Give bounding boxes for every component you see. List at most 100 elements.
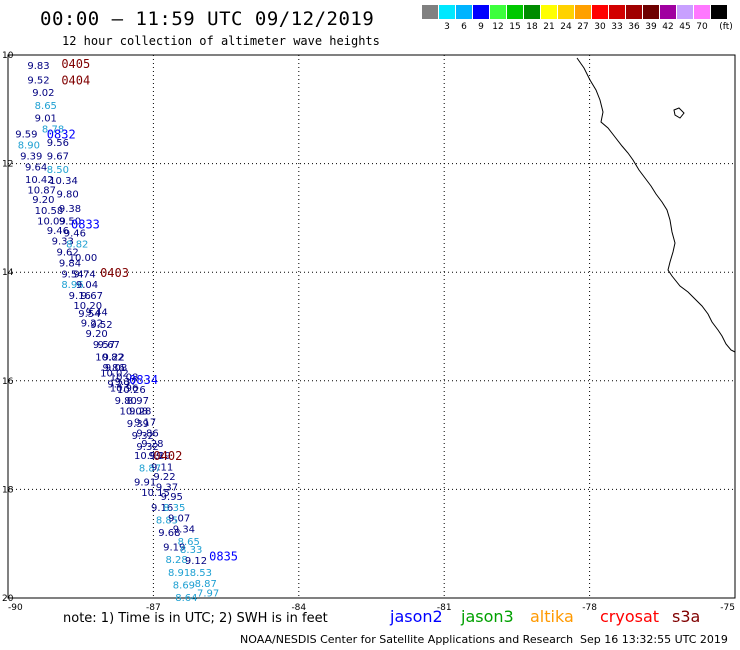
latitude-label: 20 <box>2 594 14 604</box>
pass-labels: 0405 0404 0832 0833 0403 0834 0402 0835 <box>47 57 238 564</box>
scale-label: 33 <box>611 22 623 32</box>
scale-swatch <box>422 5 438 19</box>
wave-height-value: 9.59 <box>15 130 37 141</box>
wave-height-value: 10.02 <box>100 369 129 380</box>
wave-height-value: 9.67 <box>81 291 103 302</box>
pass-number-label: 0402 <box>153 449 182 463</box>
wave-height-value: 8.69 <box>173 580 195 591</box>
wave-height-value: 8.65 <box>178 537 200 548</box>
wave-height-value: 7.97 <box>197 589 219 600</box>
scale-swatch <box>643 5 659 19</box>
wave-height-value: 8.82 <box>66 239 88 250</box>
scale-swatch <box>711 5 727 19</box>
pass-number-label: 0833 <box>71 217 100 231</box>
wave-height-value: 9.34 <box>173 524 195 535</box>
wave-height-value: 9.22 <box>153 472 175 483</box>
wave-height-value: 9.20 <box>32 195 54 206</box>
wave-height-value: 9.28 <box>141 439 163 450</box>
wave-height-value: 9.91 <box>134 477 156 488</box>
wave-height-value: 9.67 <box>47 151 69 162</box>
longitude-label: -75 <box>720 603 735 613</box>
wave-height-value: 10.58 <box>35 206 64 217</box>
wave-height-value: 8.50 <box>47 165 69 176</box>
wave-height-value: 9.67 <box>98 340 120 351</box>
wave-height-value: 10.09 <box>37 217 66 228</box>
pass-number-label: 0404 <box>61 73 90 87</box>
wave-height-value: 9.57 <box>93 340 115 351</box>
pass-number-label: 0835 <box>209 550 238 564</box>
wave-height-value: 9.39 <box>20 151 42 162</box>
wave-height-value: 10.82 <box>95 352 124 363</box>
longitude-label: -78 <box>582 603 597 613</box>
longitude-label: -81 <box>437 603 452 613</box>
wave-height-value: 8.53 <box>190 568 212 579</box>
wave-height-value: 9.32 <box>136 442 158 453</box>
longitude-label: -87 <box>146 603 161 613</box>
latitude-label: 16 <box>2 377 14 387</box>
wave-height-value: 8.91 <box>168 568 190 579</box>
scale-label: 45 <box>679 22 691 32</box>
latitude-label: 12 <box>2 160 13 170</box>
wave-height-value: 9.11 <box>151 463 173 474</box>
wave-height-value: 9.84 <box>59 258 81 269</box>
wave-height-value: 9.52 <box>27 75 49 86</box>
wave-height-value: 9.20 <box>86 329 108 340</box>
wave-height-value: 9.64 <box>25 162 47 173</box>
wave-height-value: 9.38 <box>59 204 81 215</box>
scale-label: 9 <box>478 22 484 32</box>
wave-height-value: 9.08 <box>105 363 127 374</box>
scale-swatch <box>473 5 489 19</box>
scale-swatch <box>694 5 710 19</box>
scale-swatch <box>507 5 523 19</box>
map-frame <box>7 54 736 599</box>
scale-swatch <box>456 5 472 19</box>
wave-height-value: 8.33 <box>180 545 202 556</box>
wave-height-value: 9.07 <box>168 514 190 525</box>
scale-swatch <box>541 5 557 19</box>
footer-note: note: 1) Time is in UTC; 2) SWH is in fe… <box>63 611 328 626</box>
wave-height-value: 9.68 <box>158 528 180 539</box>
wave-height-value: 9.29 <box>149 451 171 462</box>
scale-label: 42 <box>662 22 674 32</box>
scale-unit-label: (ft) <box>719 22 733 32</box>
scale-label: 24 <box>560 22 572 32</box>
wave-height-value: 9.22 <box>103 352 125 363</box>
wave-height-value: 10.34 <box>49 176 78 187</box>
scale-swatch <box>524 5 540 19</box>
wave-height-value: 9.83 <box>27 61 49 72</box>
scale-label: 12 <box>492 22 504 32</box>
wave-height-value: 9.33 <box>52 237 74 248</box>
wave-height-value: 9.28 <box>129 407 151 418</box>
wave-height-value: 8.78 <box>42 124 64 135</box>
wave-height-value: 9.80 <box>56 189 78 200</box>
wave-height-value: 8.90 <box>18 141 40 152</box>
scale-label: 15 <box>509 22 521 32</box>
wave-height-value: 9.02 <box>32 88 54 99</box>
pass-number-label: 0832 <box>47 128 76 142</box>
wave-height-value: 9.37 <box>156 483 178 494</box>
scale-label: 3 <box>444 22 450 32</box>
wave-height-value: 9.74 <box>73 269 95 280</box>
wave-height-value: 8.64 <box>175 593 197 604</box>
credit-text: NOAA/NESDIS Center for Satellite Applica… <box>240 633 574 646</box>
wave-height-value: 9.80 <box>115 396 137 407</box>
wave-height-value: 9.46 <box>64 229 86 240</box>
wave-height-value: 8.87 <box>195 579 217 590</box>
pass-number-label: 0405 <box>61 57 90 71</box>
wave-height-value: 10.96 <box>110 383 139 394</box>
scale-swatch <box>439 5 455 19</box>
wave-height-value: 10.99 <box>134 451 163 462</box>
wave-height-value: 9.32 <box>132 431 154 442</box>
wave-height-value: 9.17 <box>134 418 156 429</box>
pass-number-label: 0834 <box>129 373 158 387</box>
scale-swatch <box>660 5 676 19</box>
scale-swatch <box>558 5 574 19</box>
generated-timestamp: Sep 16 13:32:55 UTC 2019 <box>580 633 728 646</box>
wave-height-value: 9.04 <box>76 280 98 291</box>
scale-label: 21 <box>543 22 555 32</box>
wave-height-value: 9.29 <box>107 380 129 391</box>
wave-height-value: 10.15 <box>141 488 170 499</box>
map-axis-labels: 10 12 14 16 18 20-90 -87 -84 -81 -78 -75 <box>2 51 735 613</box>
wave-height-readings: 9.839.529.028.659.018.789.598.90 9.569.39… <box>15 61 219 604</box>
